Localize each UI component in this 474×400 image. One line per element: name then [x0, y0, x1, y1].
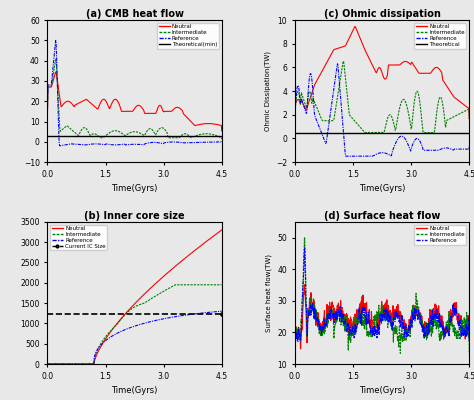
Title: (c) Ohmic dissipation: (c) Ohmic dissipation	[324, 9, 440, 19]
Y-axis label: Ohmic Dissipation(TW): Ohmic Dissipation(TW)	[264, 51, 271, 131]
X-axis label: Time(Gyrs): Time(Gyrs)	[359, 184, 405, 193]
Title: (d) Surface heat flow: (d) Surface heat flow	[324, 211, 440, 221]
X-axis label: Time(Gyrs): Time(Gyrs)	[111, 386, 158, 395]
Legend: Neutral, Intermediate, Reference, Current IC Size: Neutral, Intermediate, Reference, Curren…	[50, 225, 108, 250]
X-axis label: Time(Gyrs): Time(Gyrs)	[111, 184, 158, 193]
Legend: Neutral, Intermediate, Reference: Neutral, Intermediate, Reference	[414, 225, 466, 245]
Legend: Neutral, Intermediate, Reference, Theoretical(min): Neutral, Intermediate, Reference, Theore…	[157, 23, 219, 49]
Legend: Neutral, Intermediate, Reference, Theoretical: Neutral, Intermediate, Reference, Theore…	[414, 23, 466, 49]
X-axis label: Time(Gyrs): Time(Gyrs)	[359, 386, 405, 395]
Title: (a) CMB heat flow: (a) CMB heat flow	[86, 9, 183, 19]
Title: (b) Inner core size: (b) Inner core size	[84, 211, 185, 221]
Y-axis label: Surface heat flow(TW): Surface heat flow(TW)	[265, 254, 272, 332]
